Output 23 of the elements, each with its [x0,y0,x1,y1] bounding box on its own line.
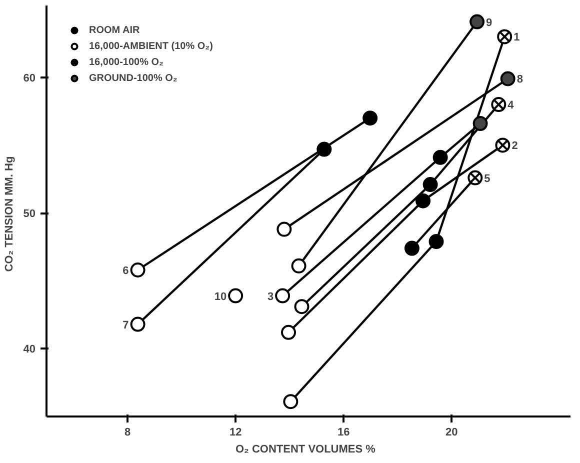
y-tick-label: 50 [23,208,36,220]
annotation: 10 [214,290,227,303]
annotation: 7 [122,319,129,332]
legend-label: 16,000-100% O₂ [89,56,164,68]
annotation: 6 [122,265,129,278]
x-tick-label: 20 [446,426,458,438]
legend-label: 16,000-AMBIENT (10% O₂) [89,40,213,52]
x-tick-label: 12 [229,426,242,438]
x-axis-title: O₂ CONTENT VOLUMES % [235,444,376,456]
y-tick-label: 60 [23,72,36,84]
y-axis-title: CO₂ TENSION MM. Hg [3,156,16,272]
annotation: 1 [514,32,520,44]
legend-label: GROUND-100% O₂ [89,72,178,84]
x-tick-label: 8 [124,426,131,438]
annotation: 8 [516,74,523,86]
legend-label: ROOM AIR [89,24,140,36]
annotation: 9 [486,16,492,29]
annotation: 3 [267,290,274,303]
annotation: 5 [484,172,490,185]
annotation: 2 [512,140,518,152]
y-tick-label: 40 [23,344,36,356]
x-tick-label: 16 [337,426,350,438]
annotation: 4 [508,100,515,112]
